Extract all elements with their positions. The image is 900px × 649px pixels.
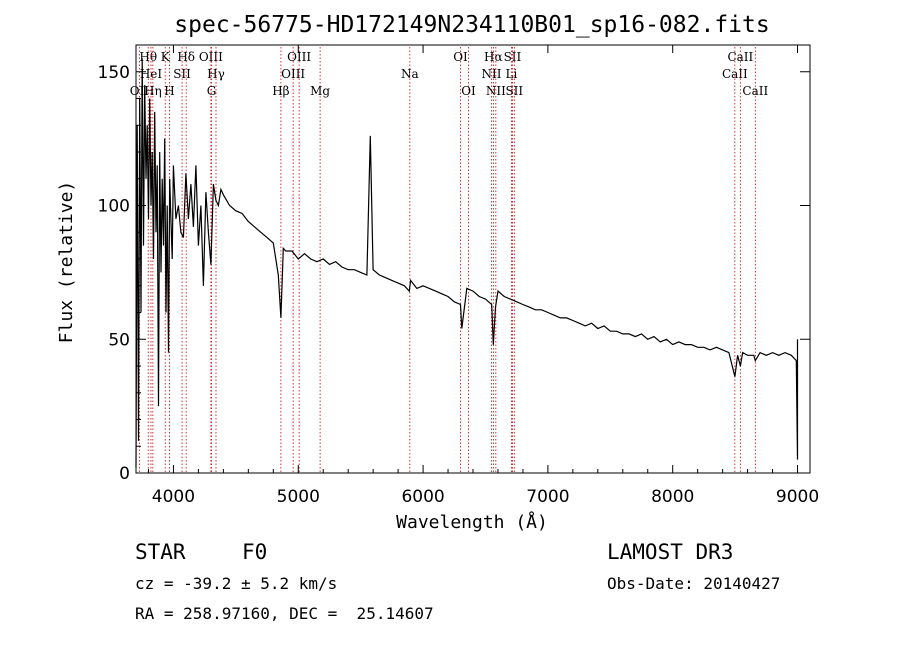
line-label-6: SII — [173, 67, 191, 81]
y-tick-label-3: 150 — [98, 63, 130, 83]
line-label-23: Li — [506, 67, 518, 81]
x-tick-label-2: 6000 — [401, 487, 444, 507]
object-class: STAR — [135, 540, 186, 564]
y-tick-label-0: 0 — [119, 464, 130, 484]
x-tick-label-1: 5000 — [277, 487, 320, 507]
line-label-21: SII — [504, 50, 522, 64]
y-axis: 0 50 100 150 — [98, 63, 810, 484]
object-subclass: F0 — [242, 540, 268, 564]
line-label-25: CaII — [727, 50, 753, 64]
line-label-16: OI — [453, 50, 468, 64]
line-label-5: H — [164, 84, 174, 98]
line-label-26: CaII — [742, 84, 768, 98]
y-tick-label-1: 50 — [108, 330, 130, 350]
y-axis-label: Flux (relative) — [56, 181, 77, 344]
line-label-13: OIII — [287, 50, 311, 64]
line-label-1: Hθ — [139, 50, 157, 64]
line-label-10: Hγ — [207, 67, 225, 81]
x-axis: 4000 5000 6000 7000 8000 9000 — [147, 45, 819, 507]
x-tick-label-3: 7000 — [526, 487, 569, 507]
line-label-7: Hδ — [177, 50, 195, 64]
line-label-15: Na — [401, 67, 419, 81]
line-label-12: OIII — [281, 67, 305, 81]
chart-title: spec-56775-HD172149N234110B01_sp16-082.f… — [174, 12, 769, 38]
line-label-11: Hβ — [272, 84, 289, 98]
line-label-18: NII — [481, 67, 501, 81]
coordinates: RA = 258.97160, DEC = 25.14607 — [135, 604, 434, 623]
line-label-24: CaII — [722, 67, 748, 81]
line-label-17: OI — [461, 84, 476, 98]
y-tick-label-2: 100 — [98, 197, 130, 217]
x-axis-label: Wavelength (Å) — [396, 511, 548, 533]
line-label-9: G — [207, 84, 217, 98]
line-label-4: K — [161, 50, 171, 64]
line-label-8: OIII — [199, 50, 223, 64]
observation-date: Obs-Date: 20140427 — [607, 574, 781, 593]
x-tick-label-5: 9000 — [776, 487, 819, 507]
survey-name: LAMOST DR3 — [607, 540, 734, 564]
line-label-14: Mg — [310, 84, 330, 98]
x-tick-label-4: 8000 — [651, 487, 694, 507]
line-label-19: Hα — [484, 50, 503, 64]
line-label-3: Hη — [144, 84, 162, 98]
redshift-cz: cz = -39.2 ± 5.2 km/s — [135, 574, 338, 593]
spectrum-series-line — [135, 58, 799, 468]
plot-frame — [135, 44, 811, 474]
x-tick-label-0: 4000 — [152, 487, 195, 507]
line-label-20: NII — [486, 84, 506, 98]
line-label-2: HeI — [140, 67, 163, 81]
line-label-22: SII — [505, 84, 523, 98]
